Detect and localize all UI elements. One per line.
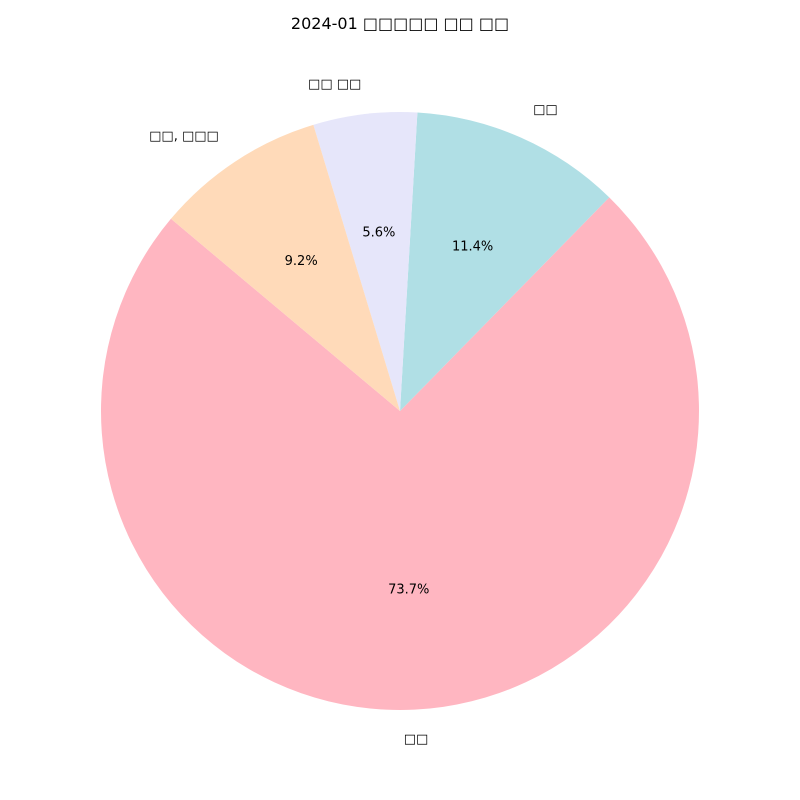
slice-percent-label-0: 73.7% <box>388 583 429 598</box>
pie-slice-2 <box>313 112 418 411</box>
slice-percent-label-2: 5.6% <box>362 225 395 240</box>
pie-slice-0 <box>100 197 699 711</box>
slice-category-label-2: □□ □□ <box>308 77 361 92</box>
labels-layer: 73.7% □□ 11.4% □□ 5.6% □□ □□ 9.2% □□, □□□ <box>149 77 558 747</box>
pie-slice-3 <box>170 124 400 411</box>
slice-category-label-0: □□ <box>404 732 429 747</box>
slice-category-label-3: □□, □□□ <box>149 129 219 144</box>
slice-category-label-1: □□ <box>533 103 558 118</box>
slice-percent-label-1: 11.4% <box>452 239 493 254</box>
slices-layer <box>100 112 699 711</box>
chart-title: 2024-01 □□□□□ □□ □□ <box>291 14 509 33</box>
pie-slice-1 <box>400 112 610 411</box>
slice-percent-label-3: 9.2% <box>285 254 318 269</box>
